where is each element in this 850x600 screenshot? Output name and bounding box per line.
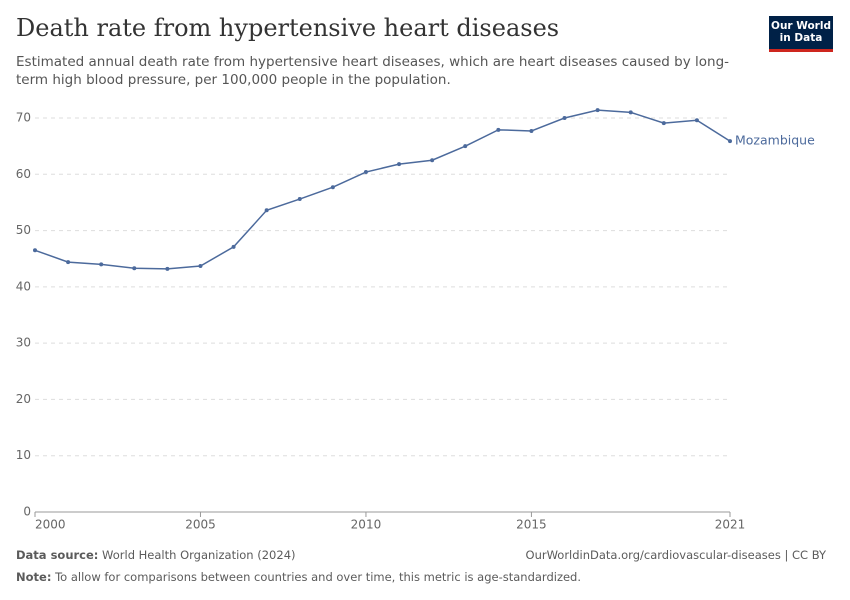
source: Data source: World Health Organization (… [16, 548, 296, 562]
data-point [297, 197, 302, 202]
data-point [397, 162, 402, 167]
data-point [33, 248, 37, 253]
data-point [330, 185, 335, 190]
chart-title: Death rate from hypertensive heart disea… [16, 14, 560, 42]
data-point [66, 260, 71, 265]
data-point [529, 128, 534, 133]
logo-text: in Data [779, 32, 823, 44]
logo-text: Our World [771, 20, 831, 32]
y-tick-label: 40 [16, 279, 31, 293]
x-tick-label: 2021 [715, 518, 746, 532]
series-line [34, 109, 731, 270]
data-point [694, 118, 699, 123]
data-point [430, 158, 435, 163]
data-point [496, 127, 501, 132]
data-point [132, 266, 137, 271]
x-tick-label: 2010 [351, 518, 382, 532]
series-label: Mozambique [735, 133, 815, 148]
chart: 0 10 20 30 40 50 60 70 2000 2005 2010 2015 2021 Mozam… [16, 108, 815, 532]
data-point [628, 110, 633, 115]
y-tick-label: 20 [16, 392, 31, 406]
source-label: Data source: [16, 548, 99, 562]
data-point [562, 116, 567, 120]
data-point [661, 121, 666, 126]
x-tick-label: 2000 [35, 518, 66, 532]
data-point [728, 139, 732, 144]
data-point [198, 264, 203, 269]
data-point [264, 208, 269, 213]
y-tick-label: 60 [16, 167, 31, 181]
note: Note: To allow for comparisons between c… [16, 570, 581, 584]
x-tick-label: 2005 [185, 518, 216, 532]
y-tick-label: 30 [16, 336, 31, 350]
x-tick-label: 2015 [516, 518, 547, 532]
y-tick-label: 50 [16, 223, 31, 237]
source-text: World Health Organization (2024) [102, 548, 296, 562]
y-tick-label: 10 [16, 448, 31, 462]
note-label: Note: [16, 570, 52, 584]
note-text: To allow for comparisons between countri… [55, 570, 582, 584]
url[interactable]: OurWorldinData.org/cardiovascular-diseas… [525, 548, 826, 562]
data-point [363, 170, 368, 175]
y-tick-label: 0 [23, 505, 31, 519]
data-point [165, 266, 170, 271]
chart-subtitle: Estimated annual death rate from hyperte… [16, 54, 730, 88]
data-point [595, 108, 600, 113]
y-tick-label: 70 [16, 111, 31, 125]
data-point [231, 244, 236, 249]
data-point [99, 262, 104, 267]
data-point [463, 144, 468, 149]
logo[interactable]: Our World in Data [769, 16, 833, 52]
